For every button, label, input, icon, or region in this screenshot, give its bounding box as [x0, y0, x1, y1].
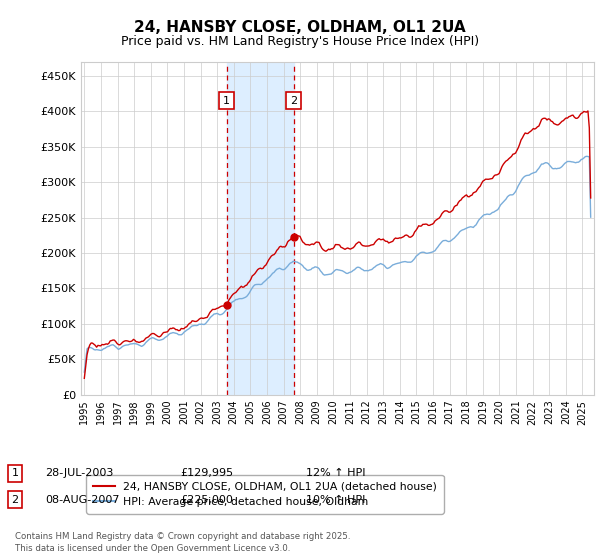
- Text: 28-JUL-2003: 28-JUL-2003: [45, 468, 113, 478]
- Text: £129,995: £129,995: [180, 468, 233, 478]
- Text: 2: 2: [11, 494, 19, 505]
- Text: 24, HANSBY CLOSE, OLDHAM, OL1 2UA: 24, HANSBY CLOSE, OLDHAM, OL1 2UA: [134, 20, 466, 35]
- Text: 12% ↑ HPI: 12% ↑ HPI: [306, 468, 365, 478]
- Text: 1: 1: [11, 468, 19, 478]
- Text: Contains HM Land Registry data © Crown copyright and database right 2025.
This d: Contains HM Land Registry data © Crown c…: [15, 533, 350, 553]
- Text: 10% ↑ HPI: 10% ↑ HPI: [306, 494, 365, 505]
- Legend: 24, HANSBY CLOSE, OLDHAM, OL1 2UA (detached house), HPI: Average price, detached: 24, HANSBY CLOSE, OLDHAM, OL1 2UA (detac…: [86, 475, 443, 514]
- Text: Price paid vs. HM Land Registry's House Price Index (HPI): Price paid vs. HM Land Registry's House …: [121, 35, 479, 48]
- Bar: [227, 62, 293, 395]
- Text: 08-AUG-2007: 08-AUG-2007: [45, 494, 119, 505]
- Text: £225,000: £225,000: [180, 494, 233, 505]
- Text: 1: 1: [223, 96, 230, 106]
- Text: 2: 2: [290, 96, 297, 106]
